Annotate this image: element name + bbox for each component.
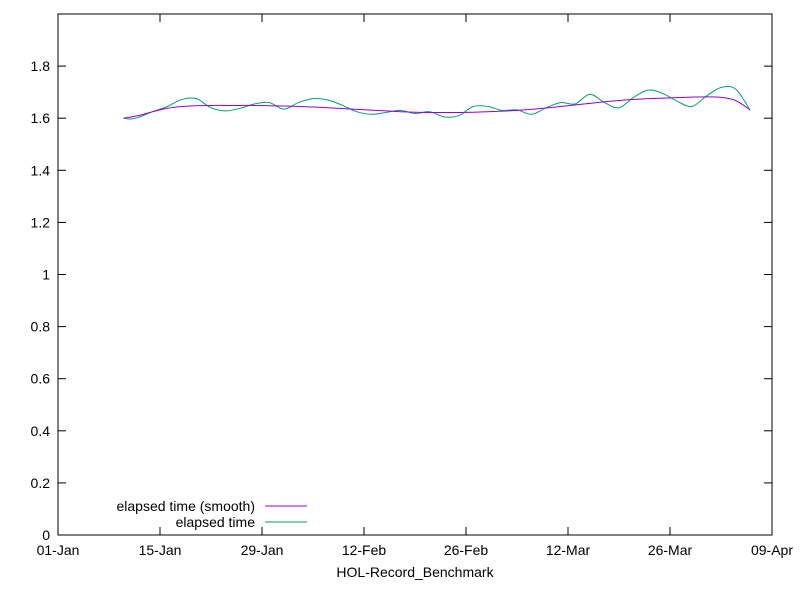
series-line-elapsed-time (123, 85, 751, 120)
x-tick-label: 26-Mar (648, 542, 693, 558)
y-tick-label: 0.4 (31, 423, 51, 439)
y-tick-label: 1.4 (31, 162, 51, 178)
y-tick-label: 0.6 (31, 371, 51, 387)
y-tick-label: 0.2 (31, 475, 51, 491)
axes: 0 0.2 0.4 0.6 0.8 1 1.2 1.4 1.6 1.8 01-Jan 15-Jan 29… (31, 13, 793, 558)
x-tick-label: 12-Mar (546, 542, 591, 558)
y-tick-label: 0 (42, 527, 50, 543)
legend-label: elapsed time (176, 514, 256, 530)
x-tick-label: 26-Feb (444, 542, 489, 558)
y-tick-label: 1.8 (31, 58, 51, 74)
x-tick-label: 15-Jan (139, 542, 182, 558)
legend-label: elapsed time (smooth) (116, 498, 255, 514)
x-tick-label: 01-Jan (37, 542, 80, 558)
y-tick-label: 1.2 (31, 214, 51, 230)
plot-border (57, 13, 773, 536)
series-line-elapsed-time-smooth (123, 96, 751, 119)
y-tick-label: 1.6 (31, 110, 51, 126)
y-tick-label: 1 (42, 267, 50, 283)
x-axis-label: HOL-Record_Benchmark (336, 564, 494, 580)
plot-area (123, 85, 751, 120)
x-tick-label: 12-Feb (342, 542, 387, 558)
y-tick-label: 0.8 (31, 319, 51, 335)
legend: elapsed time (smooth)elapsed time (116, 498, 307, 530)
x-tick-label: 29-Jan (241, 542, 284, 558)
x-tick-label: 09-Apr (751, 542, 793, 558)
